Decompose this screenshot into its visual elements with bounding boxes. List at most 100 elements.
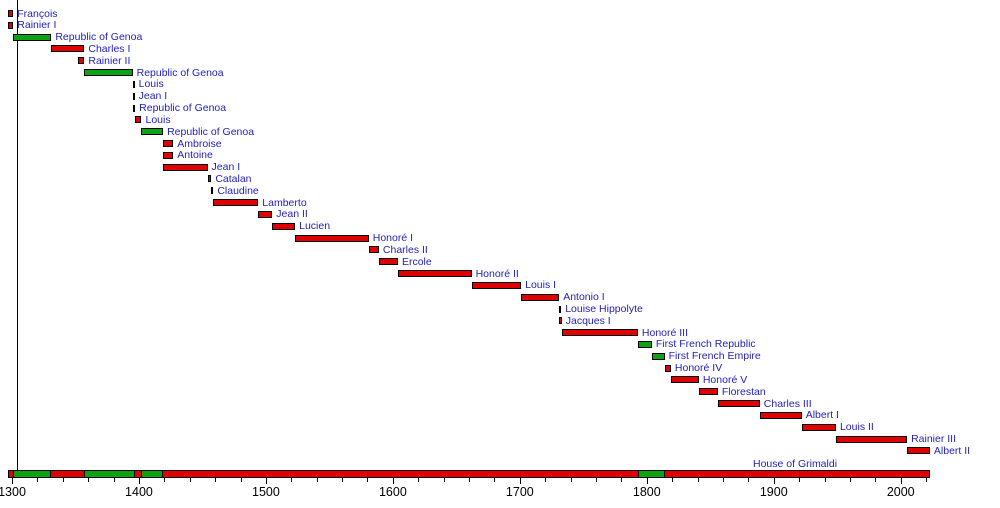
timeline-bar-label: Charles II xyxy=(382,243,428,256)
timeline-bar xyxy=(132,92,135,100)
foreign-rule-segment xyxy=(637,470,665,478)
timeline-bar-label: Charles I xyxy=(88,42,131,55)
x-axis-tick-label: 1600 xyxy=(378,485,407,499)
timeline-bar xyxy=(698,388,718,396)
foreign-rule-segment xyxy=(141,470,164,478)
x-axis-tick xyxy=(646,477,648,484)
x-axis-minor-tick xyxy=(596,477,598,482)
timeline-bar xyxy=(471,281,522,289)
timeline-bar-label: Lamberto xyxy=(262,196,307,209)
timeline-bar xyxy=(8,21,14,29)
timeline-bar xyxy=(637,340,652,348)
x-axis-tick-label: 1900 xyxy=(759,485,788,499)
timeline-bar xyxy=(163,151,174,159)
x-axis-tick xyxy=(392,477,394,484)
timeline-bar xyxy=(295,234,369,242)
x-axis-minor-tick xyxy=(215,477,217,482)
x-axis-minor-tick xyxy=(875,477,877,482)
timeline-bar-label: Honoré III xyxy=(641,326,689,339)
timeline-bar xyxy=(559,305,562,313)
timeline-bar xyxy=(13,33,52,41)
timeline-bar-label: Ambroise xyxy=(177,137,222,150)
timeline-bar-label: Rainier III xyxy=(911,433,956,446)
timeline-bar xyxy=(907,447,930,455)
x-axis-minor-tick xyxy=(697,477,699,482)
timeline-bar xyxy=(651,352,665,360)
x-axis-minor-tick xyxy=(88,477,90,482)
timeline-bar-label: Antoine xyxy=(177,149,213,162)
x-axis-minor-tick xyxy=(748,477,750,482)
timeline-bar-label: Catalan xyxy=(215,172,252,185)
x-axis-minor-tick xyxy=(926,477,928,482)
timeline-bar xyxy=(397,270,472,278)
y-axis-line xyxy=(17,0,18,478)
x-axis-tick xyxy=(773,477,775,484)
timeline-bar xyxy=(132,104,136,112)
timeline-bar-label: Louis I xyxy=(525,279,557,292)
timeline-bar-label: Antonio I xyxy=(563,291,605,304)
timeline-bar xyxy=(84,69,133,77)
x-axis-minor-tick xyxy=(621,477,623,482)
x-axis-minor-tick xyxy=(113,477,115,482)
timeline-bar-label: First French Republic xyxy=(655,338,756,351)
timeline-bar-label: Claudine xyxy=(217,184,259,197)
timeline-bar xyxy=(212,199,259,207)
x-axis-minor-tick xyxy=(799,477,801,482)
x-axis-minor-tick xyxy=(37,477,39,482)
timeline-bar-label: Republic of Genoa xyxy=(139,102,227,115)
x-axis-minor-tick xyxy=(722,477,724,482)
x-axis-tick xyxy=(265,477,267,484)
x-axis-minor-tick xyxy=(164,477,166,482)
foreign-rule-segment xyxy=(13,470,52,478)
timeline-bar-label: Lucien xyxy=(299,220,331,233)
x-axis-minor-tick xyxy=(316,477,318,482)
timeline-bar xyxy=(163,140,174,148)
timeline-bar-label: Honoré II xyxy=(475,267,519,280)
timeline-bar-label: Charles III xyxy=(763,397,812,410)
timeline-bar-label: François xyxy=(17,7,58,20)
timeline-bar xyxy=(759,411,802,419)
timeline-bar-label: Jean I xyxy=(211,161,241,174)
x-axis-tick-label: 1400 xyxy=(125,485,153,499)
timeline-bar-label: Republic of Genoa xyxy=(55,31,143,44)
x-axis-minor-tick xyxy=(824,477,826,482)
timeline-bar-label: Albert I xyxy=(805,409,839,422)
timeline-bar xyxy=(132,80,135,88)
timeline-bar xyxy=(258,210,273,218)
x-axis-minor-tick xyxy=(849,477,851,482)
timeline-bar-label: Honoré I xyxy=(372,232,414,245)
x-axis-tick-label: 2000 xyxy=(886,485,915,499)
timeline-bar xyxy=(8,10,14,17)
x-axis-tick-label: 1700 xyxy=(505,485,534,499)
x-axis-minor-tick xyxy=(570,477,572,482)
x-axis-minor-tick xyxy=(240,477,242,482)
timeline-bar xyxy=(78,57,85,65)
x-axis-minor-tick xyxy=(469,477,471,482)
timeline-bar-label: Rainier II xyxy=(88,54,131,67)
x-axis-tick-label: 1500 xyxy=(252,485,280,499)
x-axis-minor-tick xyxy=(443,477,445,482)
x-axis-minor-tick xyxy=(291,477,293,482)
x-axis-minor-tick xyxy=(367,477,369,482)
timeline-bar xyxy=(207,175,212,183)
timeline-bar-label: Louis xyxy=(145,113,171,126)
timeline-bar-label: Republic of Genoa xyxy=(136,66,224,79)
summary-bar-label: House of Grimaldi xyxy=(753,458,838,470)
timeline-bar xyxy=(368,246,379,254)
x-axis-tick xyxy=(12,477,13,484)
timeline-bar-label: Louise Hippolyte xyxy=(565,303,643,315)
timeline-bar xyxy=(561,329,638,337)
x-axis-tick xyxy=(138,477,140,484)
timeline-bar-label: Honoré V xyxy=(702,373,748,386)
timeline-bar-label: Jean I xyxy=(138,90,168,103)
timeline-bar-label: Rainier I xyxy=(17,19,57,32)
x-axis-minor-tick xyxy=(189,477,191,482)
x-axis-minor-tick xyxy=(545,477,547,482)
timeline-bar xyxy=(717,400,760,408)
timeline-bar xyxy=(272,222,296,230)
timeline-bar-label: Republic of Genoa xyxy=(167,125,255,138)
timeline-bar-label: Louis II xyxy=(839,421,874,434)
timeline-bar-label: Jacques I xyxy=(565,314,611,327)
timeline-bar-label: Ercole xyxy=(401,255,432,268)
